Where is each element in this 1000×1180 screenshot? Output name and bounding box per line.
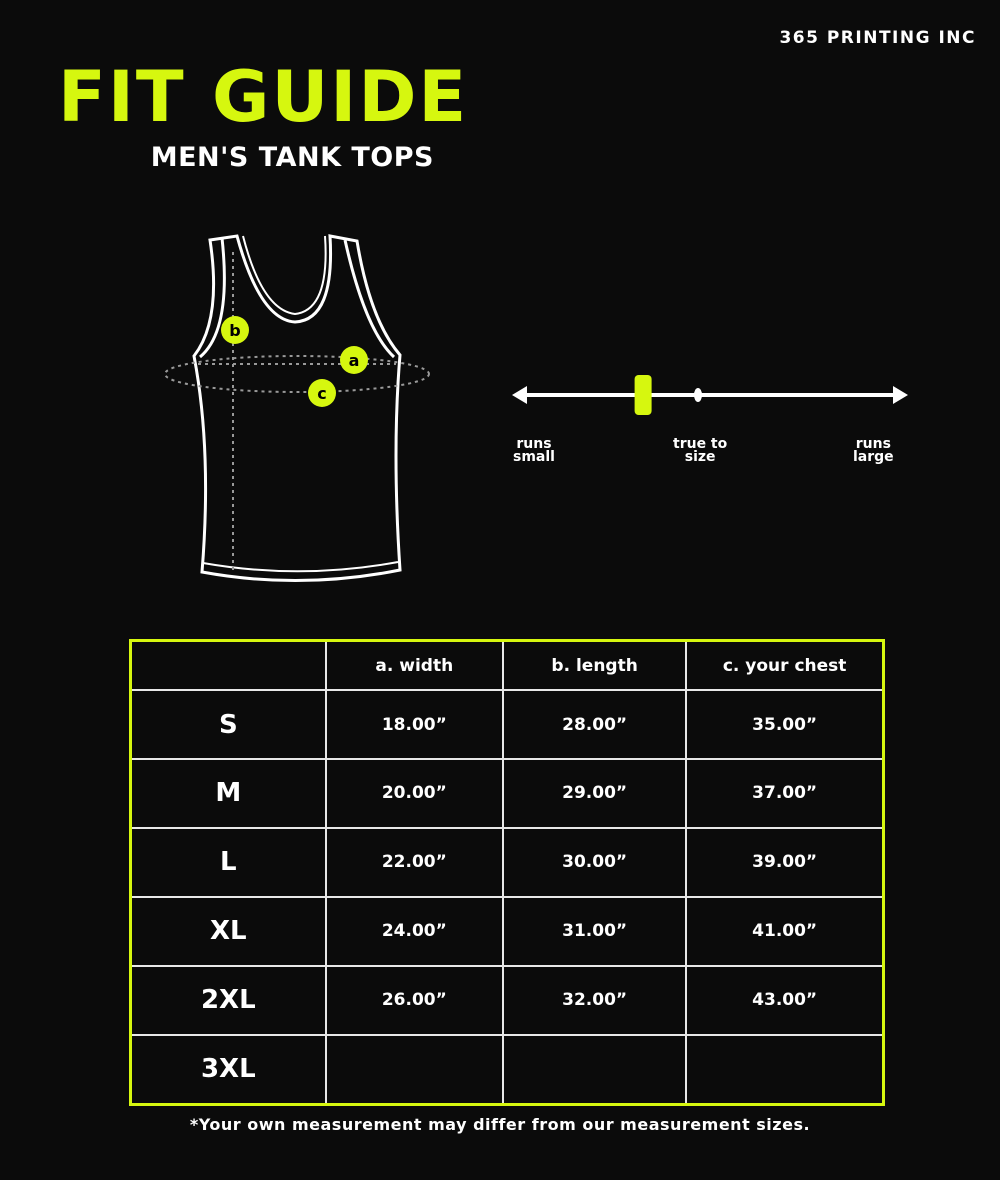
page-subtitle: MEN'S TANK TOPS [150, 142, 434, 173]
width-cell: 18.00” [324, 689, 504, 761]
tank-outline [192, 234, 402, 583]
size-cell: M [129, 758, 327, 829]
length-cell: 30.00” [501, 826, 688, 898]
size-cell: XL [129, 895, 327, 967]
width-cell [324, 1033, 504, 1106]
size-cell: 3XL [129, 1033, 327, 1106]
label-a-marker: a [340, 346, 368, 374]
label-a: a [349, 351, 360, 370]
chest-cell: 41.00” [685, 895, 885, 967]
header-length: b. length [501, 639, 688, 692]
header-chest: c. your chest [685, 639, 885, 692]
table-row: L 22.00” 30.00” 39.00” [129, 826, 885, 898]
header-cell [129, 639, 327, 692]
true-to-size-tick [694, 388, 702, 402]
chest-cell [685, 1033, 885, 1106]
length-cell: 29.00” [501, 758, 688, 829]
header-width: a. width [324, 639, 504, 692]
table-row: M 20.00” 29.00” 37.00” [129, 758, 885, 829]
length-cell: 28.00” [501, 689, 688, 761]
true-to-size-label: true to size [673, 436, 728, 465]
length-cell: 31.00” [501, 895, 688, 967]
width-cell: 20.00” [324, 758, 504, 829]
width-cell: 22.00” [324, 826, 504, 898]
runs-small-label: runs small [513, 436, 555, 465]
size-cell: S [129, 689, 327, 761]
fit-scale: runs small true to size runs large [505, 370, 915, 480]
measurement-note: *Your own measurement may differ from ou… [189, 1115, 811, 1134]
label-b-marker: b [221, 316, 249, 344]
table-row: XL 24.00” 31.00” 41.00” [129, 895, 885, 967]
width-cell: 26.00” [324, 964, 504, 1036]
chest-cell: 39.00” [685, 826, 885, 898]
chest-cell: 35.00” [685, 689, 885, 761]
chest-cell: 37.00” [685, 758, 885, 829]
page-title: FIT GUIDE [58, 56, 469, 138]
brand-name: 365 PRINTING INC [779, 28, 976, 48]
length-cell: 32.00” [501, 964, 688, 1036]
size-table: a. width b. length c. your chest S 18.00”… [129, 639, 885, 1106]
size-cell: 2XL [129, 964, 327, 1036]
length-cell [501, 1033, 688, 1106]
label-b: b [229, 321, 240, 340]
table-row: 3XL [129, 1033, 885, 1106]
fit-scale-arrow [512, 375, 908, 415]
table-row: 2XL 26.00” 32.00” 43.00” [129, 964, 885, 1036]
runs-large-label: runs large [853, 436, 894, 465]
width-cell: 24.00” [324, 895, 504, 967]
size-cell: L [129, 826, 327, 898]
label-c: c [317, 384, 326, 403]
table-row: S 18.00” 28.00” 35.00” [129, 689, 885, 761]
fit-position-marker [634, 375, 652, 415]
chest-cell: 43.00” [685, 964, 885, 1036]
table-header-row: a. width b. length c. your chest [129, 639, 885, 692]
tank-top-diagram: b a c [164, 234, 430, 583]
label-c-marker: c [308, 379, 336, 407]
